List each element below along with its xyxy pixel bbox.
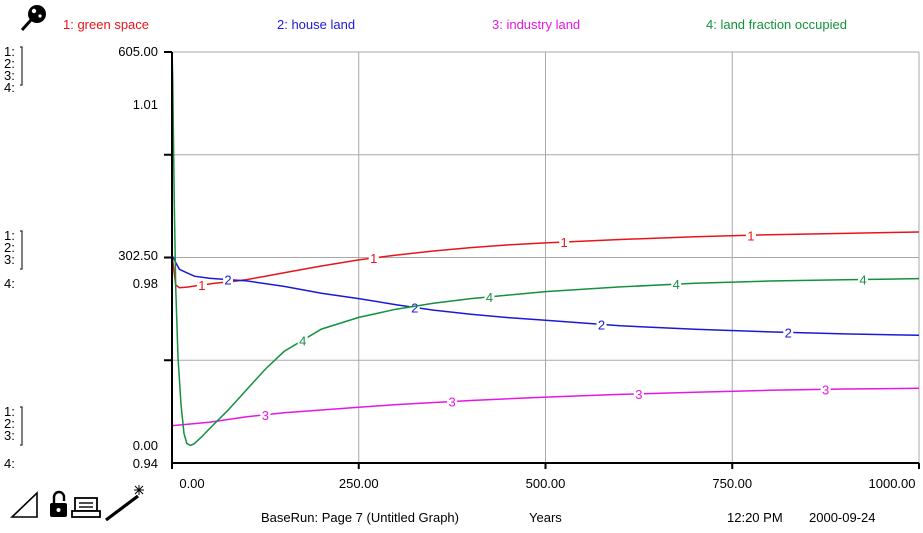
series-marker-green-space: 1 — [198, 278, 205, 293]
series-marker-industry-land: 3 — [822, 382, 829, 397]
x-tick-label: 250.00 — [339, 476, 379, 491]
timestamp-date: 2000-09-24 — [809, 510, 876, 525]
legend: 1: green space 2: house land 3: industry… — [63, 17, 847, 32]
axis-group-bottom: 1: 2: 3: 4: 0.00 0.94 — [4, 404, 158, 471]
axis-key: 1: — [4, 228, 15, 243]
series-line-industry-land — [171, 387, 920, 427]
series-line-green-space — [171, 231, 920, 289]
series-marker-bg-green-space — [559, 235, 570, 249]
series-marker-bg-land-fraction-occupied — [857, 272, 868, 286]
x-tick-label: 750.00 — [712, 476, 752, 491]
axis-key: 2: — [4, 416, 15, 431]
series-marker-land-fraction-occupied: 4 — [299, 333, 306, 348]
series-line-house-land — [171, 255, 920, 337]
run-label: BaseRun: Page 7 (Untitled Graph) — [261, 510, 459, 525]
series-marker-bg-green-space — [368, 250, 379, 264]
series-marker-bg-green-space — [196, 278, 207, 292]
legend-item-house-land: 2: house land — [277, 17, 355, 32]
series-marker-land-fraction-occupied: 4 — [486, 290, 493, 305]
axis-key: 4: — [4, 456, 15, 471]
series-layer: 1 1 1 1 2 2 2 2 3 3 3 3 4 4 4 4 — [171, 51, 920, 447]
legend-item-land-fraction: 4: land fraction occupied — [706, 17, 847, 32]
axis-key: 4: — [4, 80, 15, 95]
axis-key: 2: — [4, 240, 15, 255]
axis-mid-value-fraction: 0.98 — [133, 276, 158, 291]
series-marker-house-land: 2 — [785, 325, 792, 340]
series-line-land-fraction-occupied — [171, 51, 920, 447]
axis-group-top: 1: 2: 3: 4: 605.00 1.01 — [4, 44, 158, 112]
units-label: Years — [529, 510, 562, 525]
axis-key: 3: — [4, 428, 15, 443]
series-marker-bg-land-fraction-occupied — [484, 289, 495, 303]
x-tick-labels: 0.00 250.00 500.00 750.00 1000.00 — [171, 463, 920, 491]
axis-min-value: 0.00 — [133, 438, 158, 453]
print-icon[interactable] — [71, 497, 101, 518]
axis-key: 3: — [4, 68, 15, 83]
graph-pad-icon[interactable] — [10, 491, 38, 518]
axis-mid-value: 302.50 — [118, 248, 158, 263]
axis-key: 4: — [4, 276, 15, 291]
series-marker-land-fraction-occupied: 4 — [673, 277, 680, 292]
axis-key: 1: — [4, 44, 15, 59]
lock-icon[interactable] — [50, 490, 67, 517]
series-marker-bg-land-fraction-occupied — [297, 333, 308, 347]
series-marker-bg-green-space — [745, 228, 756, 242]
series-marker-house-land: 2 — [411, 300, 418, 315]
series-marker-bg-land-fraction-occupied — [671, 277, 682, 291]
axis-group-middle: 1: 2: 3: 4: 302.50 0.98 — [4, 228, 158, 291]
axis-key: 1: — [4, 404, 15, 419]
series-marker-house-land: 2 — [598, 317, 605, 332]
legend-item-green-space: 1: green space — [63, 17, 149, 32]
legend-item-industry-land: 3: industry land — [492, 17, 580, 32]
x-tick-label: 500.00 — [526, 476, 566, 491]
series-marker-bg-house-land — [596, 317, 607, 331]
x-tick-label: 0.00 — [179, 476, 204, 491]
magic-wand-icon[interactable] — [105, 485, 144, 522]
series-marker-green-space: 1 — [370, 251, 377, 266]
axis-key: 3: — [4, 252, 15, 267]
series-marker-bg-house-land — [223, 272, 234, 286]
series-marker-bg-industry-land — [447, 394, 458, 408]
series-marker-land-fraction-occupied: 4 — [859, 273, 866, 288]
series-marker-bg-industry-land — [633, 386, 644, 400]
axis-min-value-fraction: 0.94 — [133, 456, 158, 471]
series-marker-industry-land: 3 — [262, 408, 269, 423]
axis-key: 2: — [4, 56, 15, 71]
series-marker-green-space: 1 — [747, 228, 754, 243]
timestamp-time: 12:20 PM — [727, 510, 783, 525]
series-marker-house-land: 2 — [224, 273, 231, 288]
axis-max-value-fraction: 1.01 — [133, 97, 158, 112]
axis-max-value: 605.00 — [118, 44, 158, 59]
pin-icon[interactable] — [20, 5, 46, 32]
series-marker-bg-house-land — [783, 325, 794, 339]
series-marker-industry-land: 3 — [449, 395, 456, 410]
grid — [164, 51, 920, 463]
series-marker-bg-industry-land — [260, 407, 271, 421]
series-marker-industry-land: 3 — [635, 387, 642, 402]
x-tick-label: 1000.00 — [869, 476, 916, 491]
series-marker-bg-industry-land — [820, 382, 831, 396]
series-marker-green-space: 1 — [561, 235, 568, 250]
